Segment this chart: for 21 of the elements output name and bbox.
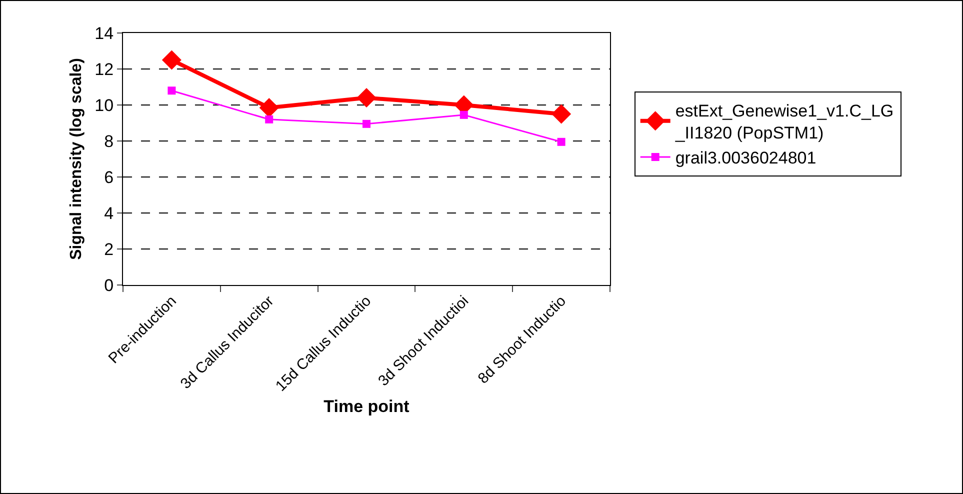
y-tick-label: 2 [104,240,114,259]
y-tick-label: 0 [104,276,114,295]
point [168,86,176,95]
y-tick-label: 4 [104,204,114,223]
y-tick-label: 10 [94,96,114,115]
point [460,110,468,119]
point [265,115,274,124]
point [552,104,572,124]
point [162,50,182,70]
y-tick-label: 14 [94,24,114,43]
x-axis-title: Time point [324,396,410,416]
point [356,88,376,108]
legend-label: grail3.0036024801 [675,148,816,168]
y-tick-label: 6 [104,168,114,187]
y-axis-title: Signal intensity (log scale) [68,58,85,260]
point [362,120,370,128]
y-tick-label: 8 [104,132,114,151]
legend-label: estExt_Genewise1_v1.C_LG_II1820 (PopSTM1) [674,101,894,143]
point [259,98,279,118]
y-tick-label: 12 [94,60,114,79]
point [557,138,566,146]
